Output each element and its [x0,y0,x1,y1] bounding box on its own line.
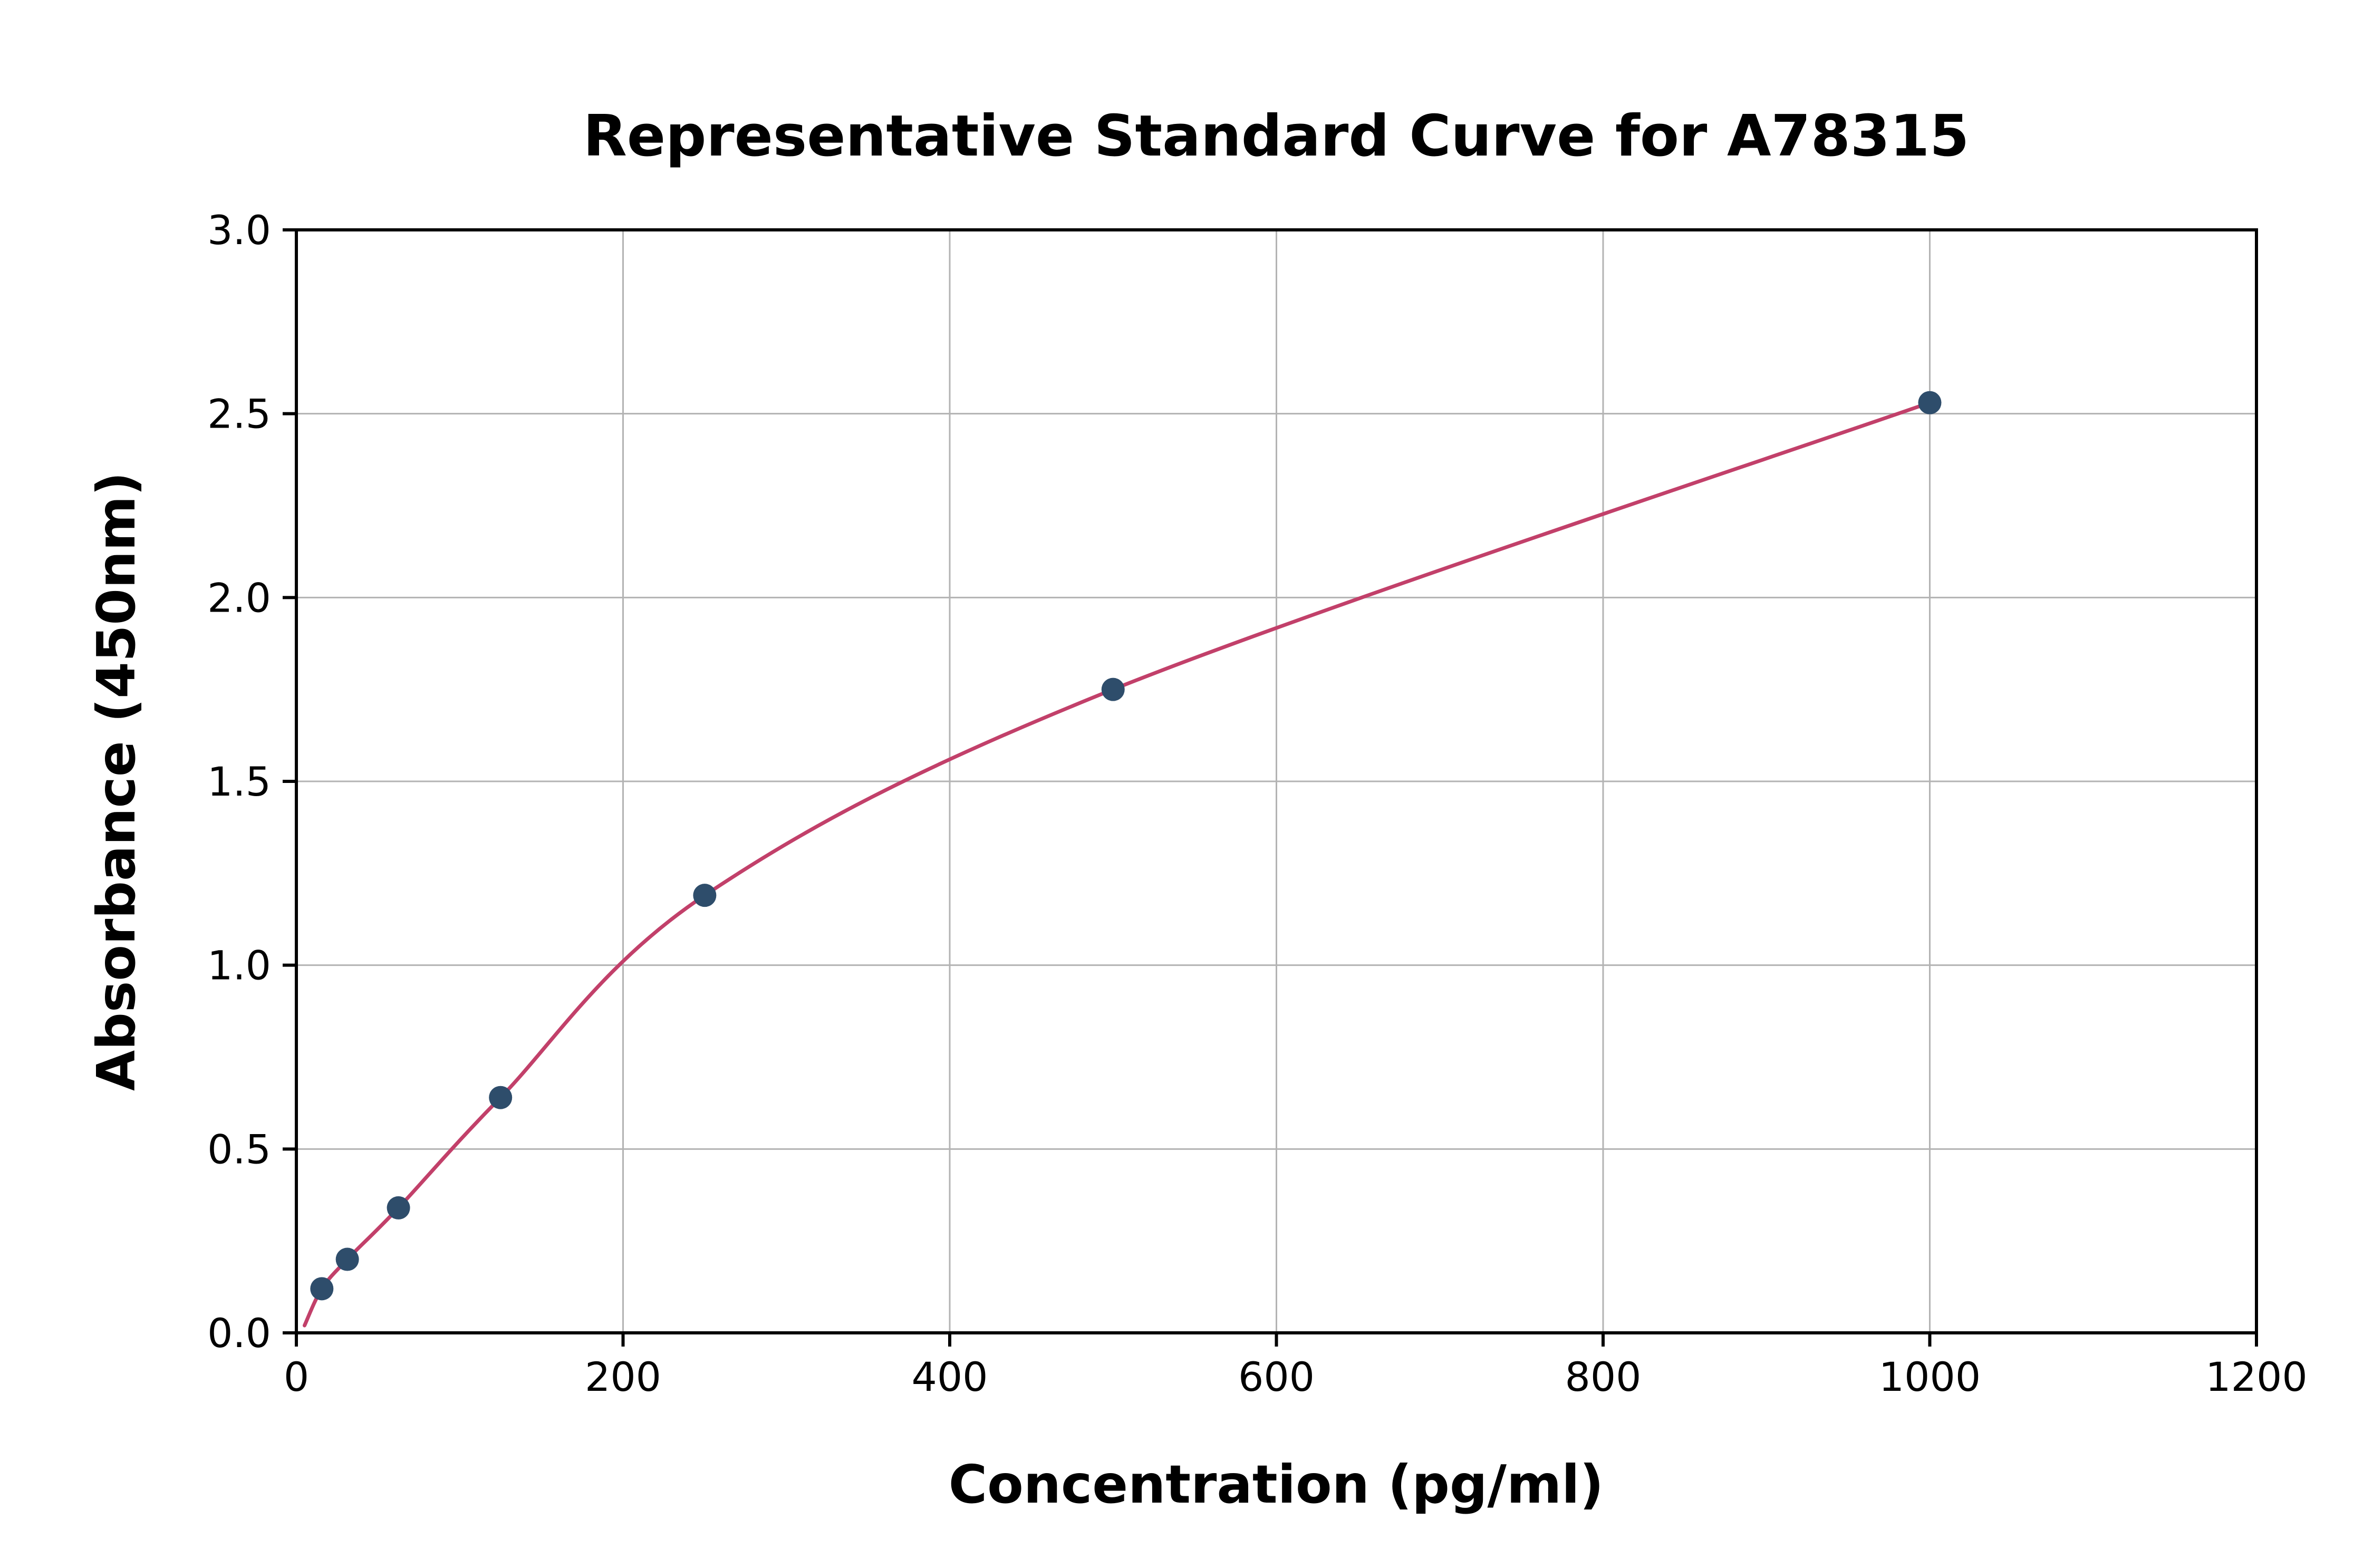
chart-title: Representative Standard Curve for A78315 [583,103,1970,169]
data-point [489,1086,513,1109]
x-tick-label: 1000 [1879,1353,1981,1400]
x-tick-label: 0 [284,1353,309,1400]
y-tick-label: 1.5 [207,758,271,805]
data-point [693,884,717,907]
y-axis-label: Absorbance (450nm) [85,472,147,1091]
x-tick-label: 600 [1238,1353,1315,1400]
data-point [1918,391,1942,414]
data-layer [302,391,1942,1328]
x-tick-label: 400 [911,1353,988,1400]
fit-curve [302,401,1932,1328]
axis-layer: 0 200 400 600 800 1000 1200 0.0 0.5 1.0 1.5 2.0 2.5 3… [207,207,2308,1400]
x-tick-label: 200 [585,1353,661,1400]
x-tick-label: 1200 [2205,1353,2307,1400]
y-tick-label: 2.5 [207,391,271,438]
y-tick-label: 0.0 [207,1310,271,1357]
y-tick-label: 2.0 [207,574,271,621]
data-point [387,1196,410,1219]
x-axis-label: Concentration (pg/ml) [949,1454,1604,1515]
grid-layer [295,229,2258,1334]
data-point [1101,677,1125,701]
y-tick-label: 3.0 [207,207,271,254]
data-point [335,1247,359,1271]
y-tick-label: 1.0 [207,942,271,989]
y-tick-label: 0.5 [207,1126,271,1173]
data-point [310,1277,334,1301]
x-tick-label: 800 [1565,1353,1641,1400]
